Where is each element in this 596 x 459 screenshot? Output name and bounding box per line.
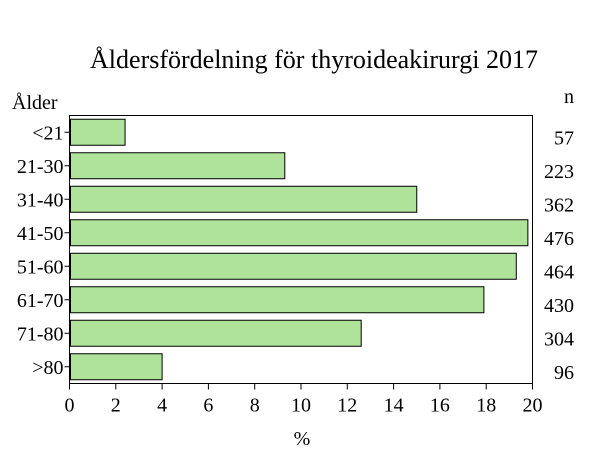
bar-3 [70, 219, 529, 247]
x-tick-label-8: 16 [430, 395, 450, 417]
x-tick-label-2: 4 [157, 395, 167, 417]
bar-6 [70, 319, 362, 347]
x-axis-label: % [294, 428, 311, 450]
y-axis-label: Ålder [12, 92, 58, 114]
x-tick-label-6: 12 [337, 395, 357, 417]
n-value-2: 362 [544, 194, 574, 216]
y-tick-label-0: <21 [32, 122, 63, 144]
x-tick-label-4: 8 [250, 395, 260, 417]
n-value-3: 476 [544, 228, 574, 250]
x-tick-label-1: 2 [111, 395, 121, 417]
y-tick-label-3: 41-50 [17, 223, 64, 245]
y-tick-label-6: 71-80 [17, 323, 64, 345]
bar-4 [70, 252, 517, 280]
y-tick-label-5: 61-70 [17, 290, 64, 312]
y-tick-label-7: >80 [32, 357, 63, 379]
bar-7 [70, 353, 163, 381]
n-value-5: 430 [544, 295, 574, 317]
x-tick-label-3: 6 [203, 395, 213, 417]
x-tick-label-5: 10 [291, 395, 311, 417]
n-value-1: 223 [544, 161, 574, 183]
bar-2 [70, 185, 418, 213]
x-tick-label-0: 0 [65, 395, 75, 417]
n-value-0: 57 [554, 127, 574, 149]
y-tick-label-4: 51-60 [17, 256, 64, 278]
bar-5 [70, 286, 485, 314]
x-tick-label-9: 18 [476, 395, 496, 417]
n-value-7: 96 [554, 362, 574, 384]
y-tick-label-2: 31-40 [17, 189, 64, 211]
x-tick-label-10: 20 [523, 395, 543, 417]
y-tick-label-1: 21-30 [17, 156, 64, 178]
n-value-4: 464 [544, 261, 574, 283]
bar-0 [70, 118, 126, 146]
chart-title: Åldersfördelning för thyroideakirurgi 20… [90, 45, 538, 74]
bar-1 [70, 152, 286, 180]
x-tick-label-7: 14 [384, 395, 404, 417]
n-value-6: 304 [544, 328, 574, 350]
n-column-label: n [564, 86, 574, 108]
